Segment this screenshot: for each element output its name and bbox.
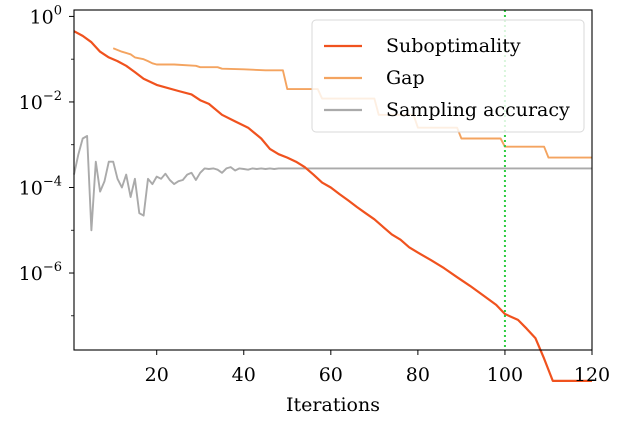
legend-label: Suboptimality [386,35,521,57]
series-layer [73,30,592,382]
y-tick-label: 10−2 [19,89,62,114]
legend-label: Gap [386,67,425,89]
x-tick-label: 80 [406,364,430,386]
legend: Suboptimality Gap Sampling accuracy [311,19,585,133]
x-tick-label: 40 [232,364,256,386]
y-tick-label: 10−4 [19,174,62,199]
series-line-suboptimality [73,30,592,382]
tick-layer: 20 40 60 80 100 120 100 10−2 10−4 10−6 [19,3,610,386]
plot-frame [73,9,593,351]
legend-box [311,19,585,133]
legend-label: Sampling accuracy [386,99,570,121]
x-axis-title: Iterations [286,394,380,416]
x-tick-label: 100 [487,364,523,386]
x-tick-label: 20 [145,364,169,386]
series-line-gap [112,47,592,159]
y-tick-label: 10−6 [19,260,62,285]
x-tick-label: 120 [574,364,610,386]
x-tick-label: 60 [319,364,343,386]
series-line-sampling-accuracy [73,135,592,232]
y-tick-label: 100 [30,3,62,28]
